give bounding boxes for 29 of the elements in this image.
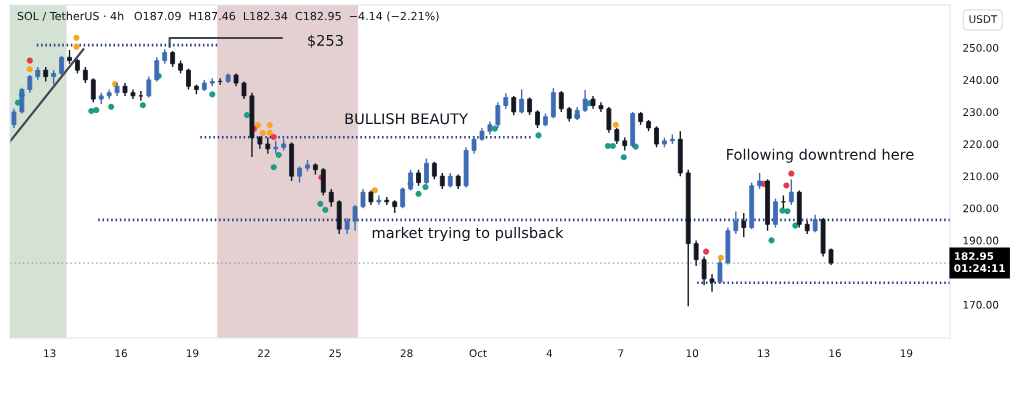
annotation: market trying to pullsback [372, 226, 564, 242]
x-tick-label: 4 [546, 349, 553, 358]
x-tick-label: 10 [686, 349, 699, 358]
x-tick-label: 28 [400, 349, 413, 358]
y-tick-label: 190.00 [963, 236, 999, 245]
text: O187.09 H187.46 L182.34 C182.95 −4.14 (−2.21%) [134, 11, 439, 22]
y-tick-label: 230.00 [963, 108, 999, 117]
text: SOL / TetherUS · 4h [17, 11, 124, 22]
x-tick-label: 22 [257, 349, 270, 358]
y-tick-label: 200.00 [963, 204, 999, 213]
y-tick-label: 210.00 [963, 172, 999, 181]
x-tick-label: 16 [829, 349, 841, 358]
annotation: Following downtrend here [727, 148, 914, 163]
y-tick-label: 250.00 [963, 43, 999, 52]
y-tick-label: 240.00 [963, 76, 999, 84]
x-tick-label: 13 [758, 349, 770, 358]
x-tick-label: 16 [115, 349, 128, 358]
x-tick-label: Oct [469, 349, 487, 358]
annotation: BULLISH BEAUTY [345, 113, 468, 125]
y-axis-title: USDT [969, 15, 998, 24]
annotation: $253 [308, 34, 343, 48]
y-tick-label: 220.00 [963, 140, 999, 149]
x-tick-label: 7 [618, 349, 624, 358]
x-tick-label: 25 [329, 349, 341, 358]
x-tick-label: 19 [186, 349, 199, 358]
y-tick-label: 170.00 [963, 300, 999, 309]
x-tick-label: 13 [44, 349, 56, 358]
x-tick-label: 19 [900, 349, 913, 358]
ref-line-label: 182.95 01:24:11 [954, 252, 1005, 273]
